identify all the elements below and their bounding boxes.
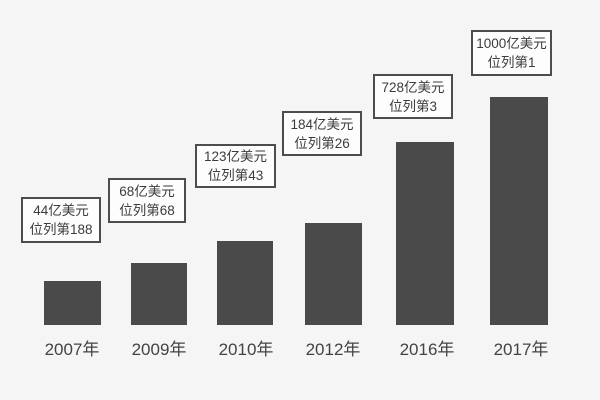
annotation-rank: 位列第1 — [487, 55, 536, 70]
bar-2016 — [396, 142, 454, 325]
annotation-box-2017: 1000亿美元 位列第1 — [471, 30, 552, 76]
axis-label-2016: 2016年 — [399, 340, 455, 359]
bar-2009 — [131, 263, 187, 325]
annotation-rank: 位列第3 — [388, 98, 437, 114]
axis-label-2010: 2010年 — [218, 340, 274, 359]
annotation-value: 44亿美元 — [33, 203, 89, 218]
annotation-value: 184亿美元 — [290, 116, 354, 132]
annotation-value: 123亿美元 — [203, 149, 268, 164]
annotation-rank: 位列第43 — [207, 168, 264, 183]
bar-2017 — [490, 97, 548, 325]
annotation-box-2009: 68亿美元 位列第68 — [108, 178, 186, 223]
annotation-box-2012: 184亿美元 位列第26 — [282, 111, 362, 156]
axis-label-2017: 2017年 — [493, 340, 549, 359]
annotation-value: 728亿美元 — [381, 79, 445, 95]
annotation-rank: 位列第68 — [119, 202, 175, 218]
annotation-box-2016: 728亿美元 位列第3 — [373, 74, 453, 119]
bar-2007 — [44, 281, 101, 325]
annotation-rank: 位列第188 — [29, 222, 93, 237]
bar-2010 — [217, 241, 273, 325]
annotation-rank: 位列第26 — [294, 135, 350, 151]
axis-label-2009: 2009年 — [131, 340, 187, 359]
axis-label-2012: 2012年 — [305, 340, 361, 359]
axis-label-2007: 2007年 — [44, 340, 100, 359]
annotation-value: 1000亿美元 — [476, 36, 547, 51]
annotation-value: 68亿美元 — [119, 183, 175, 199]
annotation-box-2010: 123亿美元 位列第43 — [195, 144, 276, 188]
annotation-box-2007: 44亿美元 位列第188 — [21, 197, 101, 243]
bar-2012 — [305, 223, 362, 325]
